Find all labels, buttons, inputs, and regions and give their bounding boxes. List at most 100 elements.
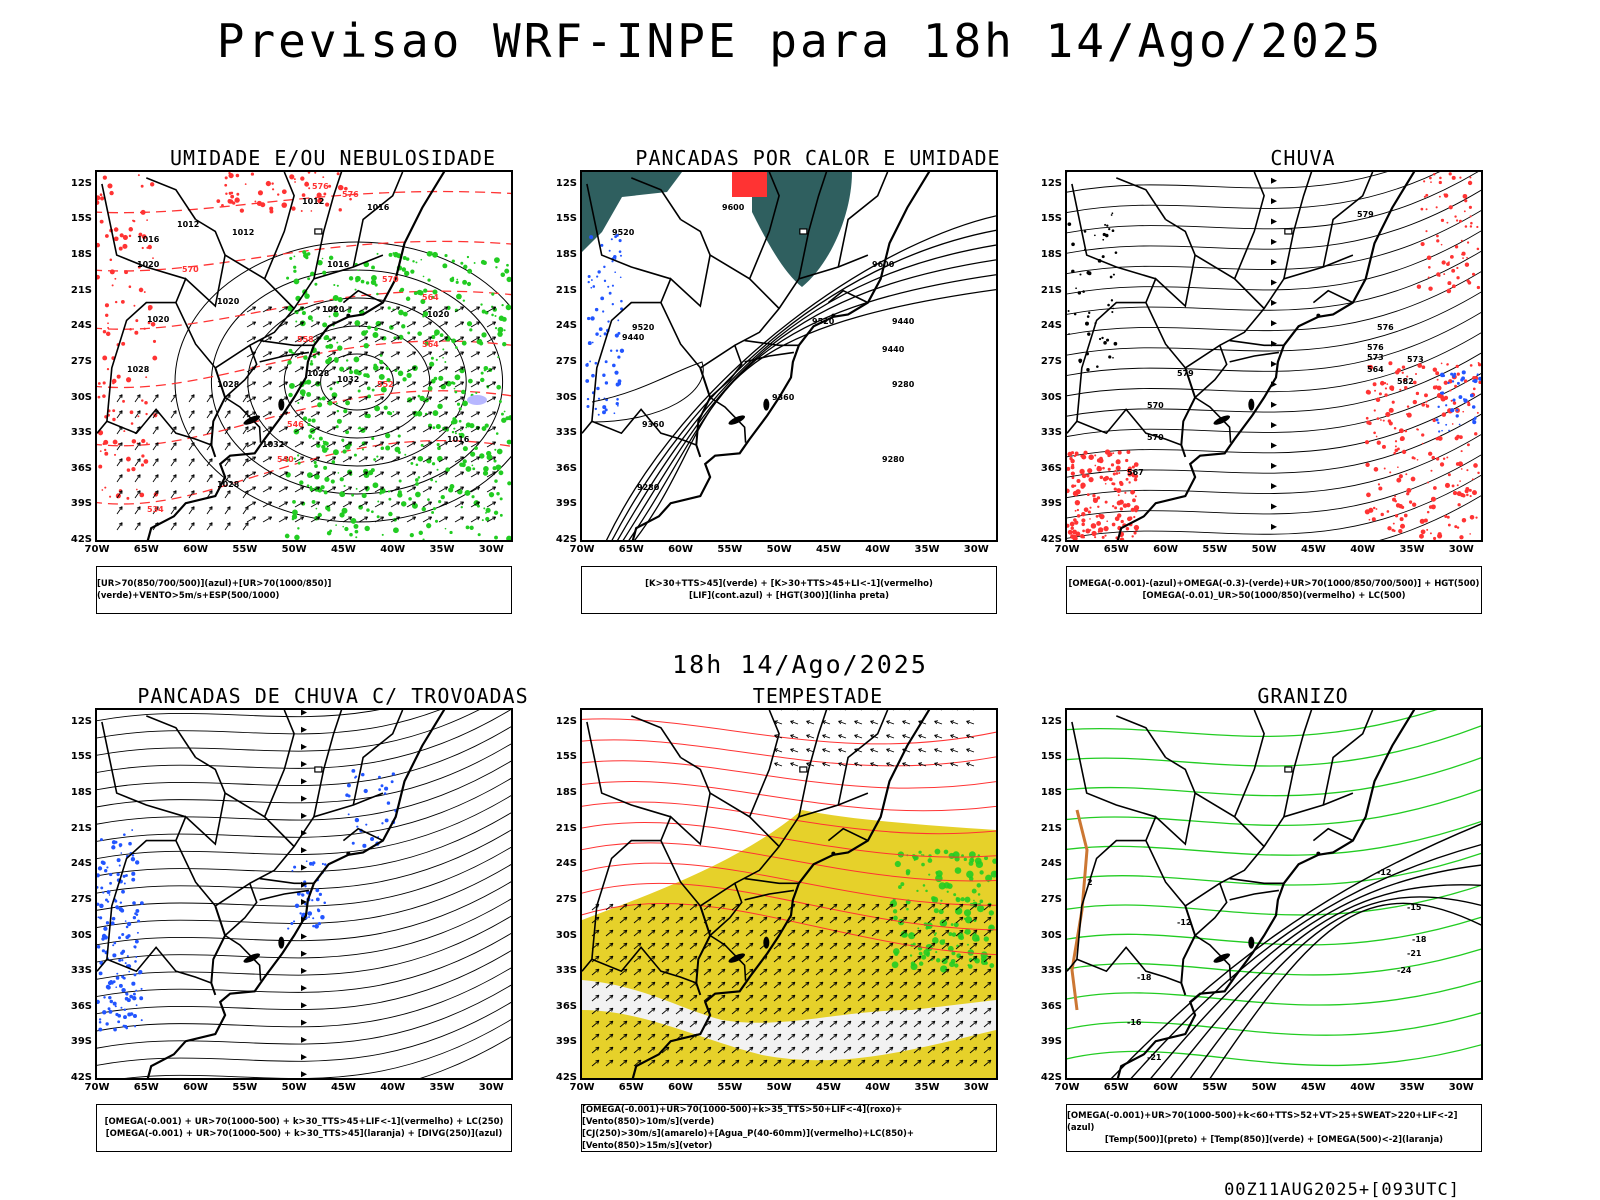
humidity-850-area bbox=[394, 446, 401, 453]
lifted-index-contour bbox=[591, 341, 594, 344]
precip-area bbox=[1420, 529, 1426, 535]
precip-area bbox=[1419, 518, 1425, 524]
wind-vector bbox=[983, 929, 992, 937]
precip-area bbox=[1476, 285, 1481, 290]
terrain-contour bbox=[1082, 290, 1085, 293]
lifted-index-contour bbox=[614, 333, 619, 338]
humidity-850-area bbox=[297, 461, 301, 465]
wind-vector bbox=[969, 968, 978, 976]
precip-area bbox=[1459, 535, 1464, 540]
precip-area bbox=[1383, 381, 1387, 385]
state-border bbox=[1322, 710, 1374, 806]
precip-area bbox=[1402, 378, 1406, 382]
contour-label: 576 bbox=[1367, 343, 1384, 352]
humidity-850-area bbox=[311, 499, 316, 504]
divergence-area bbox=[123, 833, 126, 836]
lon-tick-label: 70W bbox=[569, 544, 595, 555]
thickness-marker bbox=[336, 172, 340, 176]
precip-area bbox=[1130, 472, 1135, 476]
omega-area bbox=[1471, 405, 1476, 409]
wind-vector bbox=[619, 1007, 628, 1015]
divergence-area bbox=[98, 1020, 102, 1024]
humidity-850-area bbox=[366, 386, 371, 391]
precip-area bbox=[1466, 469, 1469, 472]
streamline-arrow bbox=[1271, 320, 1277, 327]
divergence-area bbox=[101, 861, 106, 866]
state-border bbox=[263, 710, 295, 818]
wind-vector bbox=[983, 981, 992, 989]
wind-vector bbox=[486, 336, 497, 343]
wind-vector bbox=[815, 916, 824, 924]
wind-vector bbox=[661, 1020, 670, 1028]
thickness-marker bbox=[101, 489, 104, 491]
omega-area bbox=[1452, 398, 1456, 402]
humidity-850-area bbox=[466, 321, 473, 327]
wind-vector bbox=[790, 748, 799, 753]
lat-tick-label: 12S bbox=[1040, 177, 1062, 189]
wind-vector bbox=[342, 411, 353, 418]
humidity-850-area bbox=[294, 534, 300, 540]
pressure-contour bbox=[174, 241, 511, 523]
precip-area bbox=[1464, 225, 1468, 228]
humidity-850-area bbox=[366, 508, 370, 512]
thickness-marker bbox=[250, 172, 255, 176]
state-border bbox=[1322, 172, 1374, 268]
omega-area bbox=[1445, 423, 1448, 426]
divergence-area bbox=[317, 921, 322, 926]
streamline-arrow bbox=[301, 864, 307, 871]
humidity-850-area bbox=[322, 440, 325, 443]
divergence-area bbox=[104, 869, 108, 873]
humidity-850-area bbox=[492, 466, 497, 471]
contour-label: 552 bbox=[377, 380, 394, 389]
humidity-850-area bbox=[505, 304, 511, 311]
streamline-arrow bbox=[1271, 361, 1277, 367]
wind-vector bbox=[955, 916, 964, 924]
wind-850-area bbox=[992, 858, 996, 864]
precip-area bbox=[1462, 410, 1465, 413]
wind-vector bbox=[188, 490, 195, 499]
streamline-arrow bbox=[1271, 422, 1277, 429]
wind-vector bbox=[913, 955, 922, 963]
wind-vector bbox=[246, 306, 257, 313]
humidity-850-area bbox=[355, 487, 358, 490]
humidity-850-area bbox=[392, 410, 395, 413]
lon-tick-label: 65W bbox=[618, 1082, 644, 1093]
thickness-marker bbox=[228, 172, 234, 179]
precip-area bbox=[1396, 477, 1402, 483]
wind-vector bbox=[689, 903, 698, 911]
lon-tick-label: 35W bbox=[914, 1082, 940, 1093]
contour-label: -21 bbox=[1147, 1053, 1162, 1062]
lifted-index-contour bbox=[597, 270, 601, 274]
wind-vector bbox=[689, 1059, 698, 1067]
wind-vector bbox=[661, 929, 670, 937]
wind-vector bbox=[454, 351, 465, 358]
wind-vector bbox=[731, 1007, 740, 1015]
terrain-contour bbox=[1101, 255, 1105, 259]
wind-vector bbox=[759, 994, 768, 1002]
wind-vector bbox=[342, 441, 353, 448]
wind-850-area bbox=[898, 885, 902, 889]
wind-vector bbox=[934, 734, 943, 739]
wind-vector bbox=[759, 1033, 768, 1041]
wind-vector bbox=[406, 486, 417, 493]
wind-vector bbox=[224, 410, 231, 419]
humidity-850-area bbox=[494, 326, 498, 330]
wind-vector bbox=[843, 916, 852, 924]
wind-vector bbox=[438, 366, 449, 373]
precip-area bbox=[1456, 266, 1459, 270]
divergence-area bbox=[384, 818, 389, 823]
wind-vector bbox=[242, 458, 249, 467]
wind-vector bbox=[374, 456, 385, 463]
omega-area bbox=[1476, 373, 1479, 376]
wind-vector bbox=[294, 471, 305, 478]
precip-area bbox=[1452, 401, 1457, 405]
wind-vector bbox=[902, 720, 911, 725]
wind-vector bbox=[950, 748, 959, 753]
precip-area bbox=[1118, 471, 1121, 474]
wind-vector bbox=[262, 426, 273, 433]
contour-label: 9280 bbox=[882, 455, 905, 464]
precip-area bbox=[1433, 173, 1436, 176]
thickness-marker bbox=[150, 321, 156, 327]
precip-area bbox=[1455, 364, 1459, 369]
state-border bbox=[146, 715, 197, 758]
